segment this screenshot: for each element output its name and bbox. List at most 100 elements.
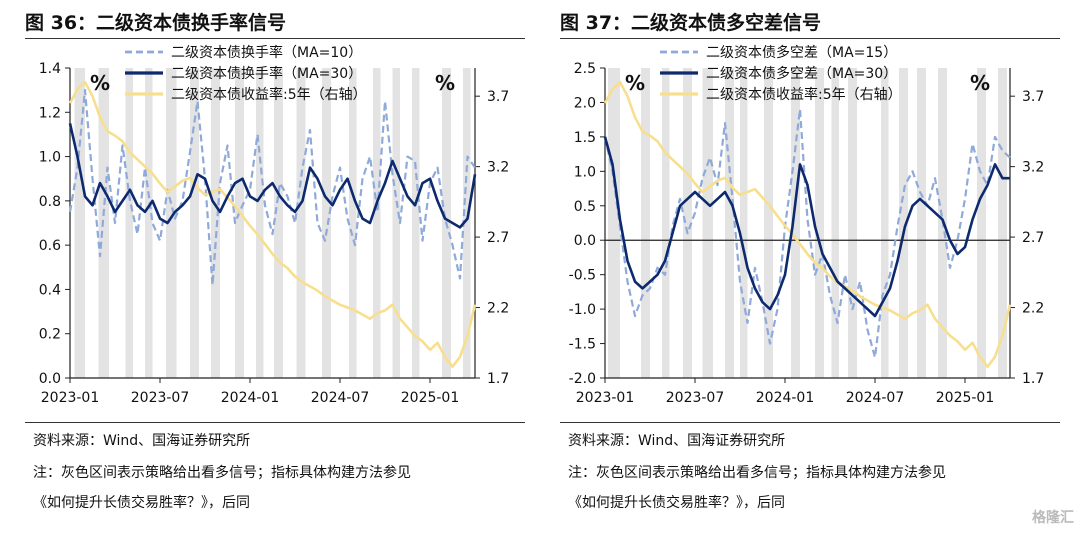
x-tick-label: 2024-07 — [846, 390, 905, 406]
bullish-shade-region — [296, 68, 306, 378]
y-tick-label: 0.2 — [39, 327, 61, 343]
legend-label: 二级资本债多空差（MA=30） — [706, 65, 897, 82]
y-tick-label: 1.0 — [574, 164, 596, 180]
x-tick-label: 2023-07 — [666, 390, 725, 406]
x-tick-label: 2023-07 — [131, 390, 190, 406]
chart-svg: -2.0 -1.5 -1.0 -0.5 0.0 0.5 1.0 1.5 2.0 2.5 1.7 2.2… — [569, 44, 1045, 406]
bullish-shade-region — [463, 68, 471, 378]
bullish-shade-region — [125, 68, 133, 378]
series-line-2 — [68, 80, 477, 368]
series-line-1 — [603, 136, 1010, 318]
bullish-shade-region — [881, 68, 889, 378]
y-tick-label: 1.5 — [574, 130, 596, 146]
bullish-shade-region — [608, 68, 620, 378]
source-note: 资料来源：Wind、国海证券研究所 — [568, 433, 786, 449]
title-rule — [25, 38, 525, 39]
y-tick-label: 1.0 — [39, 150, 61, 166]
chart-svg: 0.0 0.2 0.4 0.6 0.8 1.0 1.2 1.4 1.7 2.2 2.7 3.2 3.7 2… — [39, 44, 510, 406]
bullish-shade-region — [725, 68, 734, 378]
y-tick-label: 0.0 — [39, 371, 61, 387]
bullish-shade-region — [256, 68, 264, 378]
bullish-shade-region — [412, 68, 420, 378]
bullish-shade-region — [392, 68, 400, 378]
bullish-shade-region — [702, 68, 713, 378]
footer-rule — [560, 422, 1060, 423]
footer-rule — [25, 422, 525, 423]
y2-tick-label: 1.7 — [487, 371, 509, 387]
note-line-2: 《如何提升长债交易胜率？》，后同 — [33, 495, 250, 511]
y2-tick-label: 1.7 — [1022, 371, 1044, 387]
y-tick-label: -0.5 — [569, 268, 596, 284]
legend-label: 二级资本债换手率（MA=30） — [171, 65, 362, 82]
bullish-shade-region — [831, 68, 839, 378]
bullish-shade-region — [848, 68, 857, 378]
y-tick-label: 2.0 — [574, 95, 596, 111]
bullish-shade-region — [764, 68, 773, 378]
bullish-shade-region — [166, 68, 177, 378]
y-tick-label: 0.4 — [39, 282, 61, 298]
y-tick-label: 0.8 — [39, 194, 61, 210]
bullish-shade-region — [662, 68, 670, 378]
bullish-shade-region — [235, 68, 244, 378]
bullish-shade-region — [274, 68, 283, 378]
x-tick-label: 2024-01 — [756, 390, 815, 406]
bullish-shade-region — [683, 68, 692, 378]
y2-tick-label: 3.7 — [487, 89, 509, 105]
chart-title: 图 36：二级资本债换手率信号 — [25, 12, 287, 34]
bullish-shade-region — [998, 68, 1007, 378]
x-tick-label: 2023-01 — [41, 390, 100, 406]
series-line-1 — [68, 123, 477, 229]
bullish-shade-region — [322, 68, 331, 378]
y-tick-label: 2.5 — [574, 61, 596, 77]
y2-tick-label: 3.2 — [487, 160, 509, 176]
chart-panel-turnover: 图 36：二级资本债换手率信号 0.0 0.2 0.4 0.6 0.8 1.0 1.2 1.4… — [25, 0, 545, 535]
title-rule — [560, 38, 1060, 39]
bullish-shade-region — [145, 68, 153, 378]
x-tick-label: 2024-07 — [311, 390, 370, 406]
bullish-shade-region — [899, 68, 908, 378]
y-tick-label: 1.4 — [39, 61, 61, 77]
bullish-shade-region — [740, 68, 748, 378]
y2-tick-label: 3.7 — [1022, 89, 1044, 105]
y-tick-label: -2.0 — [569, 371, 596, 387]
y2-tick-label: 2.7 — [487, 230, 509, 246]
x-tick-label: 2024-01 — [221, 390, 280, 406]
x-tick-label: 2025-01 — [401, 390, 460, 406]
left-unit-label: % — [625, 71, 645, 95]
source-note: 资料来源：Wind、国海证券研究所 — [33, 433, 251, 449]
x-tick-label: 2025-01 — [936, 390, 995, 406]
bullish-shade-region — [190, 68, 199, 378]
y-tick-label: 0.6 — [39, 238, 61, 254]
bullish-shade-region — [641, 68, 650, 378]
series-line-2 — [603, 80, 1012, 368]
note-line-1: 注：灰色区间表示策略给出看多信号；指标具体构建方法参见 — [568, 465, 946, 481]
bullish-shade-region — [349, 68, 357, 378]
series-line-0 — [68, 89, 476, 287]
legend-label: 二级资本债换手率（MA=10） — [171, 44, 362, 61]
note-line-2: 《如何提升长债交易胜率？》，后同 — [568, 495, 785, 511]
y-tick-label: 0.5 — [574, 199, 596, 215]
y2-tick-label: 2.2 — [487, 301, 509, 317]
left-unit-label: % — [90, 71, 110, 95]
right-unit-label: % — [970, 71, 990, 95]
bullish-shade-region — [977, 68, 986, 378]
y-tick-label: -1.0 — [569, 302, 596, 318]
watermark-logo: 格隆汇 — [1032, 510, 1074, 526]
bullish-shade-region — [791, 68, 800, 378]
bullish-shade-region — [917, 68, 926, 378]
legend-label: 二级资本债收益率:5年（右轴） — [706, 86, 902, 103]
note-line-1: 注：灰色区间表示策略给出看多信号；指标具体构建方法参见 — [33, 465, 411, 481]
legend-label: 二级资本债多空差（MA=15） — [706, 44, 897, 61]
chart-panel-longshort: 图 37：二级资本债多空差信号 -2.0 -1.5 -1.0 -0.5 0.0 0.5 1.… — [560, 0, 1080, 535]
right-unit-label: % — [435, 71, 455, 95]
bullish-shade-region — [211, 68, 220, 378]
y2-tick-label: 3.2 — [1022, 160, 1044, 176]
bullish-shade-region — [373, 68, 381, 378]
bullish-shade-region — [815, 68, 824, 378]
x-tick-label: 2023-01 — [576, 390, 635, 406]
y-tick-label: 1.2 — [39, 105, 61, 121]
y2-tick-label: 2.2 — [1022, 301, 1044, 317]
y2-tick-label: 2.7 — [1022, 230, 1044, 246]
y-tick-label: -1.5 — [569, 337, 596, 353]
chart-title: 图 37：二级资本债多空差信号 — [560, 12, 822, 34]
